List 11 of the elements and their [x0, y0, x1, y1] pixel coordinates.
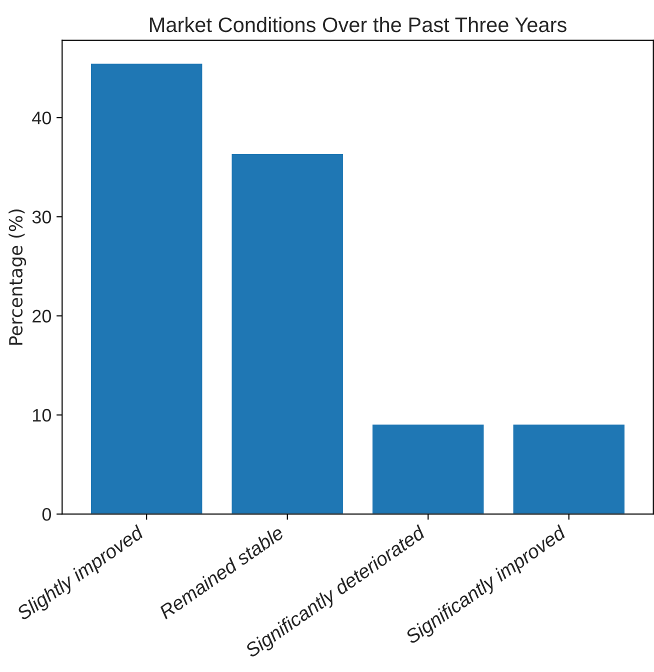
y-axis-title: Percentage (%) — [8, 209, 26, 345]
bar — [371, 423, 486, 514]
bar — [512, 423, 626, 514]
bar — [90, 62, 204, 514]
bar — [230, 152, 344, 514]
y-tick-label: 10 — [33, 408, 52, 422]
y-tick-label: 20 — [32, 310, 52, 323]
y-tick-label: 0 — [42, 508, 52, 521]
y-tick-label: 30 — [32, 210, 52, 224]
y-tick-label: 40 — [32, 112, 52, 124]
chart-title: Market Conditions Over the Past Three Years — [150, 16, 566, 32]
